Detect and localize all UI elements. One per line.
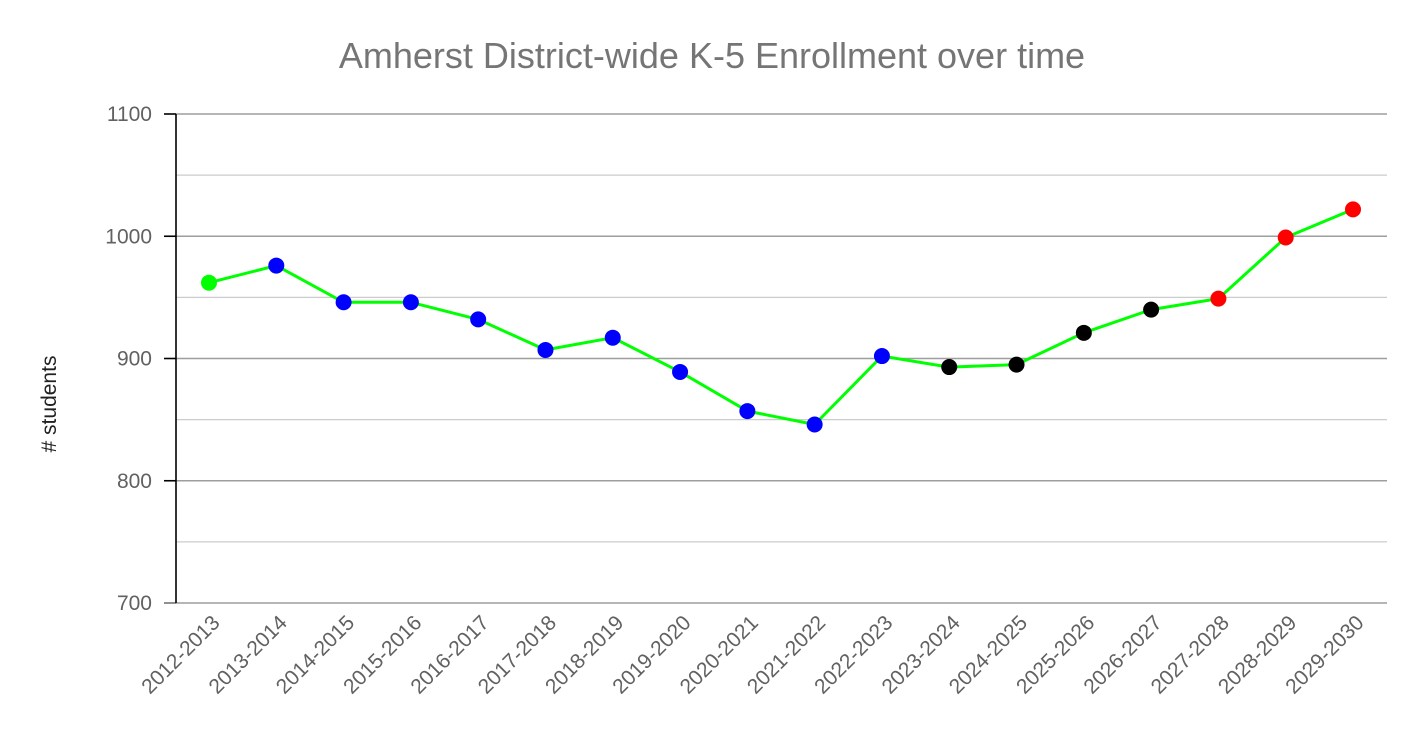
data-point	[604, 329, 621, 346]
grid-layer	[176, 113, 1387, 543]
y-tick-label: 1000	[105, 225, 152, 248]
axis-layer	[164, 113, 1387, 604]
y-axis-label: # students	[38, 356, 61, 453]
data-point	[1210, 290, 1227, 307]
x-tick-labels: 2012-20132013-20142014-20152015-20162016…	[137, 611, 1368, 699]
data-point	[201, 274, 217, 291]
chart-title: Amherst District-wide K-5 Enrollment ove…	[339, 35, 1085, 76]
data-point	[941, 359, 958, 376]
data-point	[1008, 356, 1025, 373]
data-point	[672, 363, 689, 380]
data-point	[268, 257, 285, 274]
y-tick-labels: 700 800 900 1000 1100	[105, 103, 152, 615]
data-point	[873, 348, 890, 365]
data-points	[201, 201, 1361, 433]
data-point	[1277, 229, 1294, 246]
data-point	[335, 294, 352, 311]
data-point	[1345, 201, 1361, 218]
y-tick-label: 800	[117, 470, 152, 493]
data-point	[470, 311, 487, 328]
data-point	[739, 403, 756, 420]
data-point	[1143, 301, 1160, 318]
data-point	[1075, 324, 1092, 341]
data-point	[537, 341, 554, 358]
data-point	[402, 294, 419, 311]
series-line	[208, 208, 1354, 426]
y-tick-label: 900	[117, 348, 152, 371]
series-line-layer	[208, 208, 1354, 426]
data-point	[806, 416, 823, 433]
y-tick-label: 700	[117, 592, 152, 615]
y-tick-label: 1100	[107, 103, 152, 126]
